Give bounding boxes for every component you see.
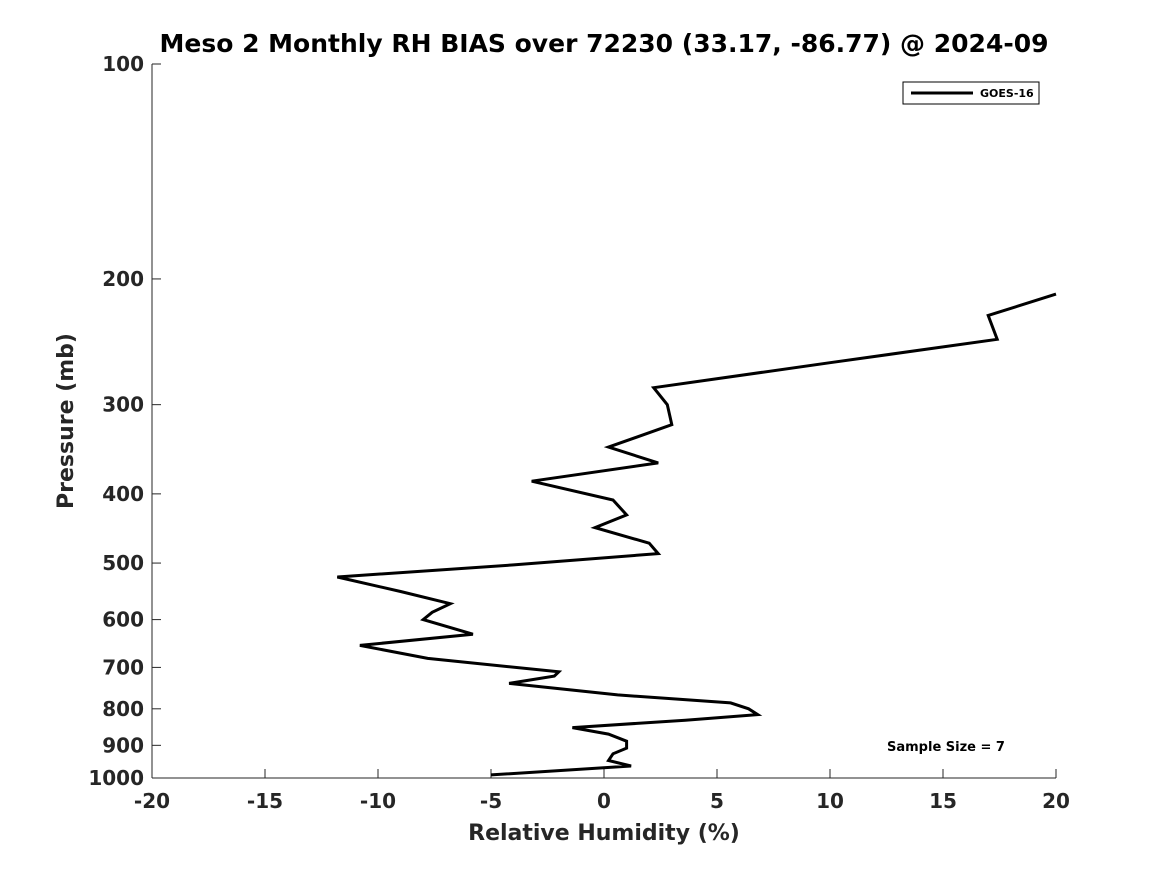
x-tick-label: -10 xyxy=(360,789,396,813)
x-tick-label: 10 xyxy=(816,789,844,813)
x-tick-label: -15 xyxy=(247,789,283,813)
y-tick-label: 600 xyxy=(102,608,144,632)
series-layer xyxy=(336,292,1057,777)
x-tick-label: -20 xyxy=(134,789,170,813)
y-axis-ticks: 100 200 300 400 500 600 700 800 900 1000 xyxy=(88,52,161,790)
y-tick-label: 300 xyxy=(102,393,144,417)
legend: GOES-16 xyxy=(902,81,1040,105)
x-tick-label: -5 xyxy=(480,789,502,813)
y-tick-label: 800 xyxy=(102,697,144,721)
y-tick-label: 100 xyxy=(102,52,144,76)
y-tick-label: 500 xyxy=(102,551,144,575)
y-tick-label: 700 xyxy=(102,655,144,679)
y-tick-label: 900 xyxy=(102,733,144,757)
plot-frame xyxy=(151,64,1056,779)
x-tick-label: 15 xyxy=(929,789,957,813)
x-tick-label: 20 xyxy=(1042,789,1070,813)
y-tick-label: 1000 xyxy=(88,766,144,790)
y-axis-label: Pressure (mb) xyxy=(54,333,79,509)
y-tick-label: 200 xyxy=(102,267,144,291)
series-line-goes-16 xyxy=(336,292,1057,777)
legend-entry-goes-16: GOES-16 xyxy=(980,87,1034,100)
x-tick-label: 0 xyxy=(597,789,611,813)
x-tick-label: 5 xyxy=(710,789,724,813)
sample-size-annotation: Sample Size = 7 xyxy=(887,740,1005,755)
x-axis-ticks: -20 -15 -10 -5 0 5 10 15 20 xyxy=(134,769,1070,813)
x-axis-label: Relative Humidity (%) xyxy=(468,821,740,846)
chart-title: Meso 2 Monthly RH BIAS over 72230 (33.17… xyxy=(159,29,1048,58)
y-tick-label: 400 xyxy=(102,482,144,506)
